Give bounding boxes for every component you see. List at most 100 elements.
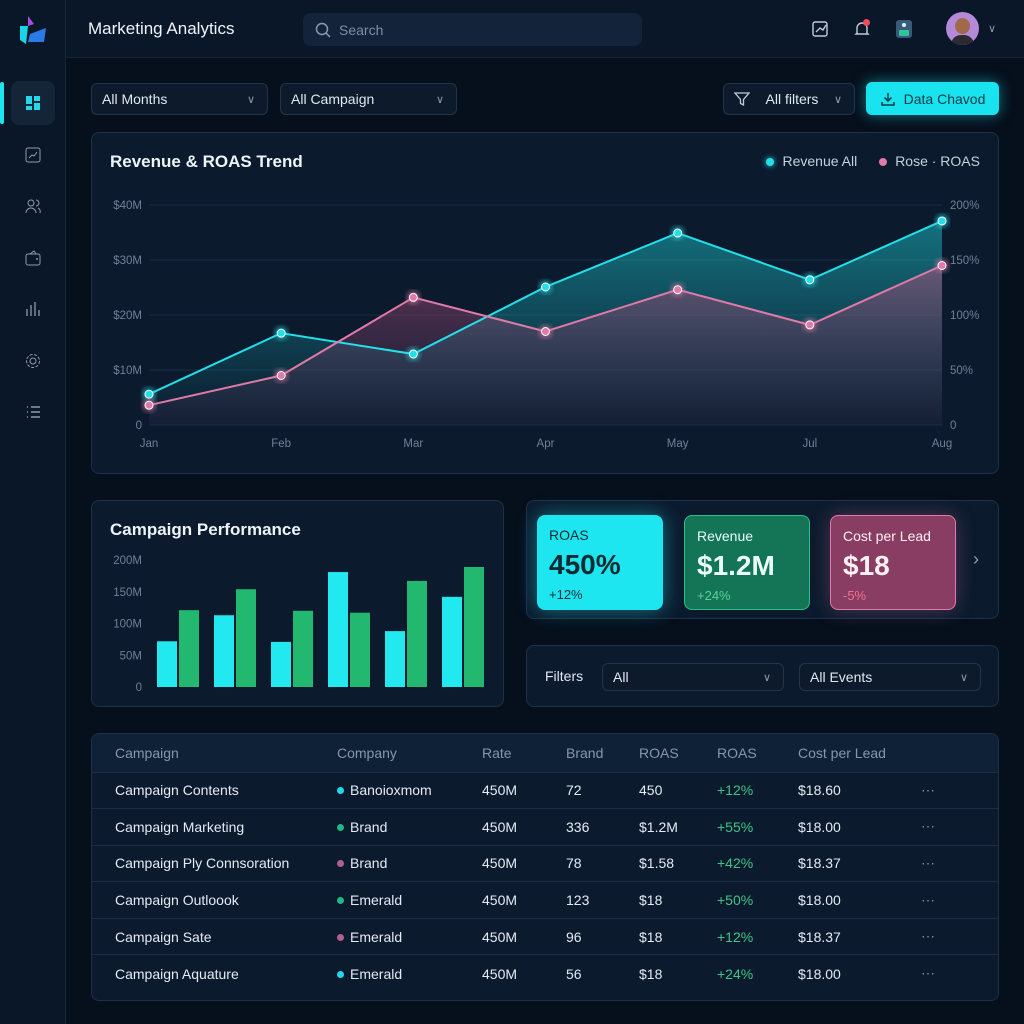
x-tick: Jan <box>140 438 159 450</box>
company-cell: Brand <box>337 808 482 846</box>
column-header[interactable]: Rate <box>482 734 566 772</box>
data-point <box>144 389 154 399</box>
table-row[interactable]: Campaign Outloook Emerald 450M 123 $18 +50% $1… <box>92 881 998 919</box>
filter-dropdown-all[interactable]: All ∨ <box>602 663 784 691</box>
trend-chart-icon <box>25 147 41 162</box>
row-more-icon[interactable]: ⋯ <box>921 808 998 846</box>
company-cell: Banoioxmom <box>337 771 482 809</box>
sidebar-item-list[interactable] <box>11 390 55 434</box>
table-cell: +55% <box>717 808 798 846</box>
table-row[interactable]: Campaign Aquature Emerald 450M 56 $18 +24% $18… <box>92 954 998 992</box>
bar <box>464 566 484 687</box>
campaign-dropdown[interactable]: All Campaign ∨ <box>280 83 457 115</box>
table-cell: 450M <box>482 771 566 809</box>
row-more-icon[interactable]: ⋯ <box>921 881 998 919</box>
kpi-card-cost-per-lead[interactable]: Cost per Lead $18 -5% <box>830 515 956 610</box>
table-cell: 96 <box>566 917 639 955</box>
sidebar-item-trend-chart[interactable] <box>11 133 55 177</box>
user-avatar[interactable] <box>946 12 979 45</box>
filters-label: All filters <box>765 91 819 107</box>
top-bar: Marketing Analytics Search ∨ <box>66 0 1024 58</box>
table-cell: 450M <box>482 844 566 882</box>
table-cell: 56 <box>566 954 639 992</box>
kpi-value: $18 <box>843 550 890 581</box>
filter-value: All Events <box>810 669 873 685</box>
table-cell: Campaign Marketing <box>92 808 337 846</box>
export-report-button[interactable] <box>808 17 832 41</box>
kpi-change: -5% <box>843 588 867 603</box>
kpi-label: Revenue <box>697 528 754 544</box>
table-row[interactable]: Campaign Contents Banoioxmom 450M 72 450 +12%… <box>92 771 998 809</box>
column-header[interactable]: Cost per Lead <box>798 734 921 772</box>
app-switcher-button[interactable] <box>892 17 916 41</box>
app-icon <box>896 20 912 38</box>
search-input[interactable]: Search <box>303 13 642 46</box>
table-cell: 78 <box>566 844 639 882</box>
table-cell: $18.37 <box>798 844 921 882</box>
column-header[interactable]: ROAS <box>639 734 717 772</box>
table-cell: $1.2M <box>639 808 717 846</box>
y-tick: 0 <box>136 682 142 694</box>
table-cell: 336 <box>566 808 639 846</box>
table-cell: +42% <box>717 844 798 882</box>
table-cell: +12% <box>717 771 798 809</box>
column-header[interactable]: Brand <box>566 734 639 772</box>
chevron-down-icon: ∨ <box>246 93 255 106</box>
sidebar-item-bar-chart[interactable] <box>11 287 55 331</box>
column-header[interactable]: Campaign <box>92 734 337 772</box>
bar <box>271 641 291 687</box>
all-filters-button[interactable]: All filters ∨ <box>723 83 855 115</box>
kpi-card-revenue[interactable]: Revenue $1.2M +24% <box>684 515 810 610</box>
bar <box>328 572 348 687</box>
row-more-icon[interactable]: ⋯ <box>921 917 998 955</box>
row-more-icon[interactable]: ⋯ <box>921 771 998 809</box>
row-more-icon[interactable]: ⋯ <box>921 844 998 882</box>
kpi-label: Cost per Lead <box>843 528 931 544</box>
status-dot <box>337 970 344 978</box>
bell-icon <box>854 19 870 35</box>
export-label: Data Chavod <box>903 90 986 107</box>
table-cell: $18.60 <box>798 771 921 809</box>
table-row[interactable]: Campaign Ply Connsoration Brand 450M 78 $1.5… <box>92 844 998 882</box>
table-cell: $18 <box>639 954 717 992</box>
kpi-value: $1.2M <box>697 550 775 581</box>
table-cell: $18.37 <box>798 917 921 955</box>
table-cell: $18.00 <box>798 954 921 992</box>
filter-dropdown-events[interactable]: All Events ∨ <box>799 663 981 691</box>
y-tick: 150M <box>113 587 142 599</box>
notifications-button[interactable] <box>850 17 874 41</box>
list-icon <box>27 406 40 418</box>
data-point <box>937 261 947 270</box>
data-point <box>408 349 418 359</box>
data-point <box>937 216 947 226</box>
series-area <box>149 265 942 425</box>
bar <box>157 641 177 687</box>
y-right-tick: 0 <box>950 420 956 432</box>
column-header[interactable]: ROAS <box>717 734 798 772</box>
sidebar-item-settings[interactable] <box>11 339 55 383</box>
kpi-card-roas[interactable]: ROAS 450% +12% <box>537 515 663 610</box>
export-data-button[interactable]: Data Chavod <box>866 82 999 115</box>
row-more-icon[interactable]: ⋯ <box>921 954 998 992</box>
bar <box>293 610 313 687</box>
kpi-label: ROAS <box>549 527 589 543</box>
next-chevron-icon[interactable]: › <box>973 549 979 569</box>
column-header[interactable]: Company <box>337 734 482 772</box>
months-dropdown[interactable]: All Months ∨ <box>91 83 268 115</box>
company-cell: Emerald <box>337 954 482 992</box>
bar-chart-title: Campaign Performance <box>110 520 301 539</box>
table-cell: $18.00 <box>798 808 921 846</box>
table-cell: 450M <box>482 917 566 955</box>
chart-legend: Revenue All Rose · ROAS <box>766 153 980 169</box>
sidebar-item-users[interactable] <box>11 184 55 228</box>
status-dot <box>337 823 344 831</box>
sidebar-item-dashboard[interactable] <box>11 81 55 125</box>
sidebar-item-wallet[interactable] <box>11 236 55 280</box>
status-dot <box>337 860 344 868</box>
table-row[interactable]: Campaign Marketing Brand 450M 336 $1.2M +55% $… <box>92 808 998 846</box>
account-chevron-icon[interactable]: ∨ <box>988 23 997 35</box>
table-cell: Campaign Ply Connsoration <box>92 844 337 882</box>
x-tick: Jul <box>802 438 817 450</box>
x-tick: Feb <box>271 438 291 450</box>
table-row[interactable]: Campaign Sate Emerald 450M 96 $18 +12% $18.37 ⋯ <box>92 917 998 955</box>
